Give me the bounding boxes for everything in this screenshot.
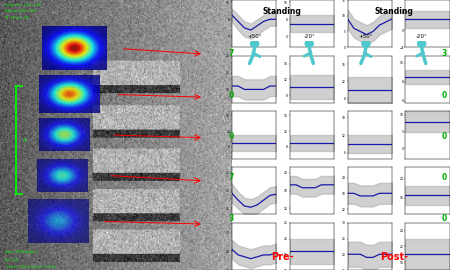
Text: A: A: [23, 138, 27, 143]
Text: 0: 0: [442, 131, 447, 141]
Text: 3: 3: [442, 49, 447, 59]
Text: Rm: 5/21: Rm: 5/21: [4, 258, 18, 262]
Text: 0: 0: [442, 173, 447, 182]
Text: +50°: +50°: [359, 34, 373, 39]
Text: 0: 0: [442, 214, 447, 223]
Text: Image size: 1.20 x 1.20: Image size: 1.20 x 1.20: [4, 3, 40, 7]
Text: -20°: -20°: [303, 34, 315, 39]
Text: 0: 0: [228, 90, 234, 100]
Circle shape: [251, 40, 259, 47]
Text: Post-: Post-: [380, 252, 408, 262]
Circle shape: [362, 40, 370, 47]
Text: 7: 7: [228, 49, 234, 59]
Text: Standing: Standing: [262, 7, 302, 16]
Circle shape: [305, 40, 313, 47]
Text: 0: 0: [442, 90, 447, 100]
Circle shape: [418, 40, 426, 47]
Text: -20°: -20°: [416, 34, 428, 39]
Text: Pre-: Pre-: [270, 252, 293, 262]
Text: Thickness: 7.00 mm Location: -12.97 mm: Thickness: 7.00 mm Location: -12.97 mm: [4, 265, 57, 269]
Text: Standing: Standing: [374, 7, 413, 16]
Text: Zoom: 205% Angle: 0: Zoom: 205% Angle: 0: [4, 250, 37, 254]
Text: +50°: +50°: [248, 34, 262, 39]
Text: RL: 94 mm: 115: RL: 94 mm: 115: [4, 16, 29, 20]
Text: 3: 3: [228, 214, 234, 223]
Text: Raw size: 812 x 956: Raw size: 812 x 956: [4, 9, 35, 14]
Text: 7: 7: [228, 173, 234, 182]
Text: 0: 0: [228, 131, 234, 141]
